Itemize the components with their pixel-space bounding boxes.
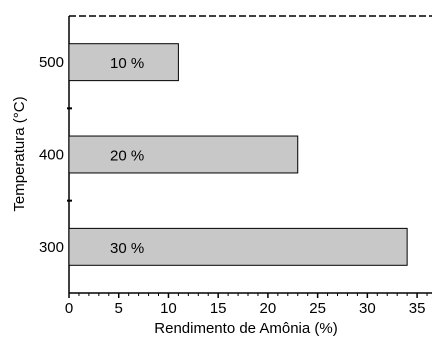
x-tick-label: 35 xyxy=(409,300,426,317)
x-axis: 0 5 10 15 20 25 30 35 xyxy=(65,293,428,317)
bars: 500 10 % 400 20 % 300 30 % xyxy=(39,43,408,266)
x-tick-label: 0 xyxy=(65,300,73,317)
bar xyxy=(68,43,179,82)
bar-value-label: 20 % xyxy=(110,148,144,165)
bar-value-label: 10 % xyxy=(110,55,144,72)
x-tick-label: 20 xyxy=(260,300,277,317)
y-axis-ticks xyxy=(67,107,72,202)
x-tick-label: 30 xyxy=(359,300,376,317)
bar xyxy=(68,227,408,266)
y-category-label: 400 xyxy=(39,147,64,164)
y-category-label: 300 xyxy=(39,239,64,256)
x-tick-label: 10 xyxy=(160,300,177,317)
bar-value-label: 30 % xyxy=(110,240,144,257)
bar xyxy=(68,135,299,174)
x-axis-label: Rendimento de Amônia (%) xyxy=(154,320,337,337)
x-tick-label: 15 xyxy=(210,300,227,317)
y-axis-label: Temperatura (°C) xyxy=(11,96,28,211)
x-tick-label: 5 xyxy=(115,300,123,317)
x-tick-label: 25 xyxy=(309,300,326,317)
y-category-label: 500 xyxy=(39,54,64,71)
